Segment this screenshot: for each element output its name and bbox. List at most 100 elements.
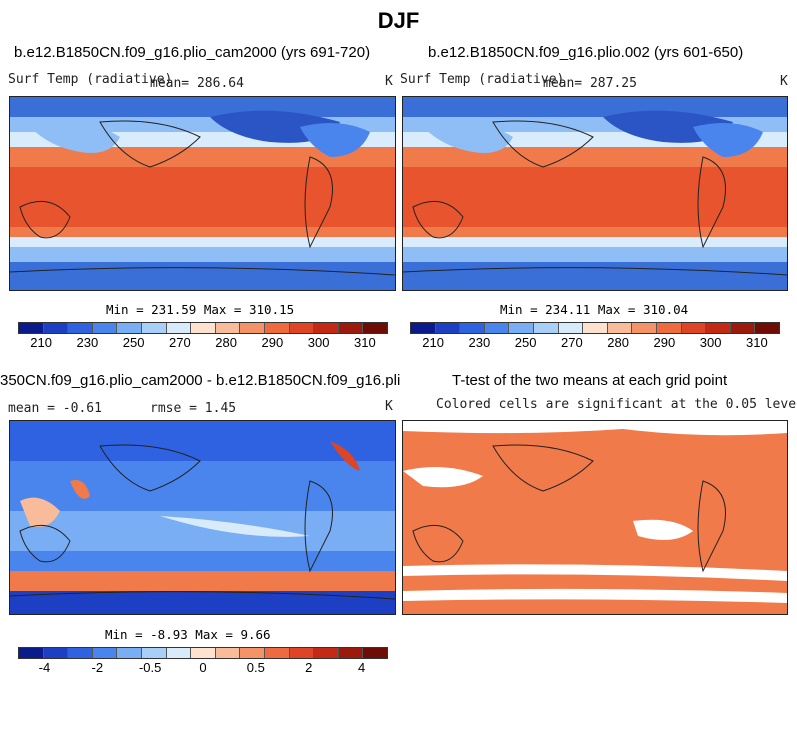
panel-2-colorbar-color-4 [509, 323, 534, 333]
panel-2-colorbar-color-12 [706, 323, 731, 333]
panel-2-colorbar-tick-label: 280 [607, 335, 629, 350]
panel-2-variable: Surf Temp (radiative) [400, 72, 565, 87]
panel-3-colorbar-tick-label: 0.5 [246, 660, 265, 675]
panel-1-colorbar-color-1 [43, 323, 69, 333]
panel-1-colorbar-tick-label: 210 [30, 335, 52, 350]
panel-2-colorbar-tick-label: 290 [653, 335, 676, 350]
panel-2-stats: Min = 234.11 Max = 310.04 [500, 302, 689, 317]
panel-1-run-title: b.e12.B1850CN.f09_g16.plio_cam2000 (yrs … [14, 44, 371, 61]
panel-3-colorbar-color-8 [215, 648, 241, 658]
panel-2-colorbar-color-10 [656, 323, 682, 333]
panel-1-colorbar-labels: 210 230 250 270 280 290 300 310 [18, 335, 388, 351]
panel-1-colorbar-tick-label: 270 [169, 335, 191, 350]
panel-1-colorbar-color-9 [240, 323, 265, 333]
panel-3-colorbar-color-9 [240, 648, 265, 658]
panel-2-colorbar-color-1 [435, 323, 461, 333]
panel-2-colorbar-tick-label: 210 [422, 335, 444, 350]
panel-1-colorbar-tick-label: 230 [76, 335, 99, 350]
panel-1-colorbar-tick-label: 300 [307, 335, 330, 350]
panel-1-colorbar-tick-label: 310 [354, 335, 376, 350]
panel-3-colorbar-tick-label: 4 [357, 660, 366, 675]
panel-3-colorbar-tick-label: -4 [38, 660, 51, 675]
panel-2-colorbar-tick-label: 300 [699, 335, 722, 350]
panel-3-units: K [385, 399, 393, 414]
panel-3-colorbar-color-6 [166, 648, 192, 658]
panel-1-temperature-field [10, 97, 395, 290]
panel-3-run-title: 350CN.f09_g16.plio_cam2000 - b.e12.B1850… [0, 372, 400, 389]
panel-2-temperature-field [403, 97, 787, 290]
panel-1-colorbar-color-11 [289, 323, 315, 333]
panel-1-colorbar-color-6 [166, 323, 192, 333]
panel-3-colorbar-color-1 [43, 648, 69, 658]
panel-3-colorbar-tick-label: 2 [305, 660, 313, 675]
panel-3-colorbar-color-4 [117, 648, 142, 658]
panel-2-colorbar-labels: 210 230 250 270 280 290 300 310 [410, 335, 780, 351]
panel-2-colorbar-color-6 [558, 323, 584, 333]
panel-3-colorbar-color-7 [191, 648, 216, 658]
panel-2-colorbar-color-9 [632, 323, 657, 333]
panel-1-colorbar-color-13 [338, 323, 364, 333]
panel-1-colorbar-color-12 [314, 323, 339, 333]
panel-3-colorbar-color-13 [338, 648, 364, 658]
panel-2-colorbar-tick-label: 250 [514, 335, 537, 350]
panel-2-colorbar-tick-label: 310 [746, 335, 768, 350]
panel-2-mean: mean= 287.25 [543, 76, 637, 91]
panel-1-colorbar-color-3 [92, 323, 118, 333]
panel-2-colorbar [410, 322, 780, 334]
panel-4-subtitle: Colored cells are significant at the 0.0… [436, 397, 797, 412]
panel-1-colorbar-tick-label: 290 [261, 335, 284, 350]
panel-1-colorbar-color-7 [191, 323, 216, 333]
panel-2-colorbar-tick-label: 270 [561, 335, 583, 350]
panel-3-colorbar-tick-label: -2 [91, 660, 104, 675]
panel-1-colorbar-color-10 [264, 323, 290, 333]
panel-1-colorbar [18, 322, 388, 334]
panel-2-colorbar-color-0 [411, 323, 436, 333]
panel-2-colorbar-color-7 [583, 323, 608, 333]
panel-1-colorbar-tick-label: 250 [122, 335, 145, 350]
panel-2-colorbar-tick-label: 230 [468, 335, 491, 350]
panel-3-colorbar-labels: -4 -2 -0.5 0 0.5 2 4 [18, 660, 388, 676]
panel-2-colorbar-color-11 [681, 323, 707, 333]
panel-3-colorbar [18, 647, 388, 659]
panel-3-colorbar-color-2 [68, 648, 93, 658]
panel-1-variable: Surf Temp (radiative) [8, 72, 173, 87]
panel-2-colorbar-color-5 [533, 323, 559, 333]
panel-2-colorbar-color-8 [607, 323, 633, 333]
panel-1-colorbar-color-5 [141, 323, 167, 333]
panel-3-colorbar-tick-label: -0.5 [138, 660, 162, 675]
panel-1-colorbar-color-2 [68, 323, 93, 333]
panel-1-colorbar-color-0 [19, 323, 44, 333]
main-title: DJF [377, 8, 420, 33]
panel-1-map [9, 96, 396, 291]
panel-1-mean: mean= 286.64 [150, 76, 244, 91]
panel-3-colorbar-color-5 [141, 648, 167, 658]
panel-2-colorbar-color-14 [755, 323, 779, 333]
panel-3-colorbar-color-14 [363, 648, 387, 658]
panel-1-units: K [385, 74, 393, 89]
panel-3-colorbar-color-0 [19, 648, 44, 658]
panel-3-rmse: rmse = 1.45 [150, 401, 237, 416]
panel-3-stats: Min = -8.93 Max = 9.66 [105, 627, 271, 642]
panel-4-map [402, 420, 788, 615]
panel-3-colorbar-color-10 [264, 648, 290, 658]
panel-1-stats: Min = 231.59 Max = 310.15 [106, 302, 295, 317]
panel-3-difference-field [10, 421, 395, 614]
panel-1-colorbar-color-4 [117, 323, 142, 333]
panel-3-colorbar-color-12 [314, 648, 339, 658]
panel-3-map [9, 420, 396, 615]
panel-2-colorbar-color-3 [484, 323, 510, 333]
panel-3-colorbar-tick-label: 0 [199, 660, 207, 675]
panel-2-units: K [780, 74, 788, 89]
panel-2-colorbar-color-13 [730, 323, 756, 333]
panel-2-colorbar-color-2 [460, 323, 485, 333]
panel-1-colorbar-tick-label: 280 [215, 335, 237, 350]
panel-3-mean: mean = -0.61 [8, 401, 102, 416]
panel-1-colorbar-color-8 [215, 323, 241, 333]
panel-3-colorbar-color-3 [92, 648, 118, 658]
panel-3-colorbar-color-11 [289, 648, 315, 658]
panel-4-significance-field [403, 421, 787, 614]
panel-2-map [402, 96, 788, 291]
panel-4-run-title: T-test of the two means at each grid poi… [452, 372, 728, 389]
panel-1-colorbar-color-14 [363, 323, 387, 333]
panel-2-run-title: b.e12.B1850CN.f09_g16.plio.002 (yrs 601-… [428, 44, 744, 61]
